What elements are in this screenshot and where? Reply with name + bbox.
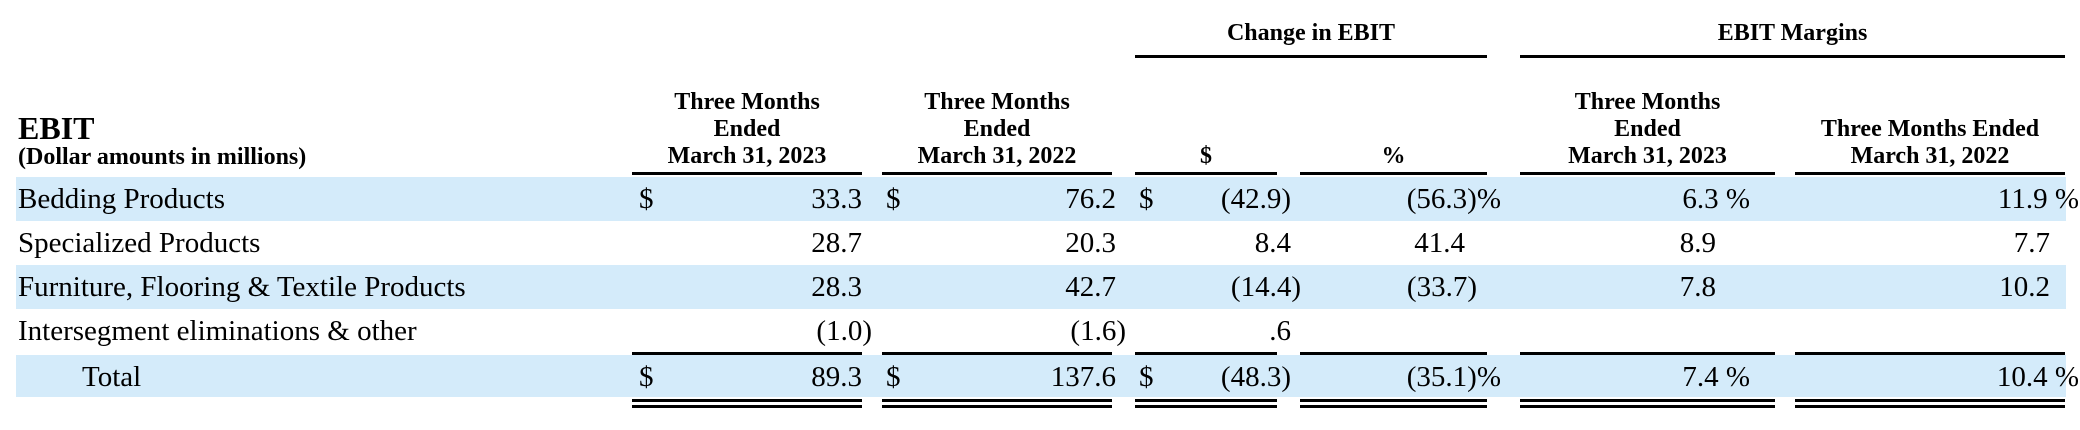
dollar-sign: $: [1139, 183, 1154, 215]
subtotal-underline-col3: [1135, 352, 1277, 355]
value-q1-2023: 33.3: [811, 183, 862, 215]
column-header-change-dollar: $: [1200, 143, 1212, 169]
column-header-q1-2023: Three Months Ended March 31, 2023: [667, 89, 827, 169]
value-change-percent: (35.1)%: [1406, 361, 1501, 393]
column-header-margin-2022: Three Months Ended March 31, 2022: [1820, 116, 2040, 169]
dollar-sign: $: [886, 183, 901, 215]
value-change-percent: (33.7): [1406, 271, 1477, 303]
value-q1-2023: 89.3: [811, 361, 862, 393]
subtotal-underline-col4: [1300, 352, 1487, 355]
row-label: Specialized Products: [18, 227, 261, 259]
value-change-dollar: (48.3): [1220, 361, 1291, 393]
column-header-q1-2022: Three Months Ended March 31, 2022: [917, 89, 1077, 169]
total-double-underline-col2-a: [882, 399, 1112, 402]
value-q1-2022: 76.2: [1065, 183, 1116, 215]
total-double-underline-col2-b: [882, 405, 1112, 408]
value-change-percent: (56.3)%: [1406, 183, 1501, 215]
total-double-underline-col3-a: [1135, 399, 1277, 402]
total-double-underline-col5-a: [1520, 399, 1775, 402]
dollar-sign: $: [639, 361, 654, 393]
total-double-underline-col1-a: [632, 399, 862, 402]
row-label: Furniture, Flooring & Textile Products: [18, 271, 466, 303]
subtotal-underline-col2: [882, 352, 1112, 355]
table-row: Bedding Products $ 33.3 $ 76.2 $ (42.9) …: [16, 177, 2079, 221]
total-double-underline-col6-b: [1795, 405, 2065, 408]
subtotal-underline-col5: [1520, 352, 1775, 355]
value-margin-2022: 10.4 %: [1996, 361, 2079, 393]
total-double-underline-col1-b: [632, 405, 862, 408]
group-underline-change: [1135, 55, 1487, 58]
value-q1-2022: 20.3: [1065, 227, 1116, 259]
total-double-underline-col4-a: [1300, 399, 1487, 402]
group-header-ebit-margins: EBIT Margins: [1717, 20, 1868, 46]
table-row: Specialized Products 28.7 20.3 8.4 41.4 …: [16, 221, 2066, 265]
value-change-dollar: .6: [1269, 315, 1291, 347]
table-subtitle: (Dollar amounts in millions): [18, 144, 307, 170]
table-title: EBIT: [18, 110, 95, 146]
value-margin-2023: 7.8: [1679, 271, 1716, 303]
header-underline-col6: [1795, 172, 2065, 175]
header-underline-col5: [1520, 172, 1775, 175]
header-underline-col2: [882, 172, 1112, 175]
dollar-sign: $: [639, 183, 654, 215]
value-q1-2023: (1.0): [816, 315, 872, 347]
table-row: Furniture, Flooring & Textile Products 2…: [16, 265, 2066, 309]
total-double-underline-col4-b: [1300, 405, 1487, 408]
dollar-sign: $: [886, 361, 901, 393]
value-q1-2022: 137.6: [1050, 361, 1116, 393]
subtotal-underline-col6: [1795, 352, 2065, 355]
group-underline-margins: [1520, 55, 2065, 58]
row-label: Intersegment eliminations & other: [18, 315, 417, 347]
value-change-percent: 41.4: [1414, 227, 1465, 259]
value-margin-2023: 6.3 %: [1682, 183, 1750, 215]
value-change-dollar: (14.4): [1230, 271, 1301, 303]
table-row: Intersegment eliminations & other (1.0) …: [16, 309, 2066, 353]
column-header-margin-2023: Three Months Ended March 31, 2023: [1568, 89, 1727, 169]
total-double-underline-col3-b: [1135, 405, 1277, 408]
value-q1-2022: 42.7: [1065, 271, 1116, 303]
value-q1-2022: (1.6): [1070, 315, 1126, 347]
value-margin-2023: 7.4 %: [1682, 361, 1750, 393]
group-header-change-in-ebit: Change in EBIT: [1226, 20, 1396, 46]
value-q1-2023: 28.7: [811, 227, 862, 259]
table-row-total: Total $ 89.3 $ 137.6 $ (48.3) (35.1)% 7.…: [16, 355, 2079, 397]
column-header-change-percent: %: [1381, 143, 1406, 169]
header-underline-col4: [1300, 172, 1487, 175]
subtotal-underline-col1: [632, 352, 862, 355]
value-change-dollar: 8.4: [1254, 227, 1291, 259]
value-change-dollar: (42.9): [1220, 183, 1291, 215]
row-label: Bedding Products: [18, 183, 226, 215]
value-margin-2022: 7.7: [2013, 227, 2050, 259]
value-margin-2022: 10.2: [1999, 271, 2050, 303]
total-double-underline-col5-b: [1520, 405, 1775, 408]
row-label: Total: [82, 361, 142, 393]
total-double-underline-col6-a: [1795, 399, 2065, 402]
value-q1-2023: 28.3: [811, 271, 862, 303]
value-margin-2022: 11.9 %: [1997, 183, 2079, 215]
dollar-sign: $: [1139, 361, 1154, 393]
header-underline-col1: [632, 172, 862, 175]
header-underline-col3: [1135, 172, 1277, 175]
value-margin-2023: 8.9: [1679, 227, 1716, 259]
